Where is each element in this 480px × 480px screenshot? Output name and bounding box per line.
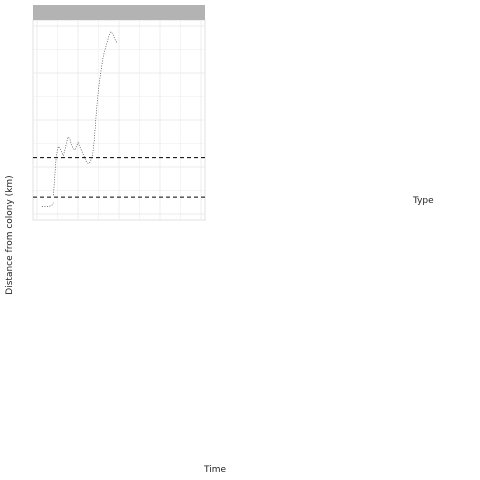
y-axis-label: Distance from colony (km): [5, 175, 15, 294]
legend: Type: [412, 196, 434, 206]
facet-panel-1: [32, 5, 206, 221]
x-axis-label: Time: [203, 465, 226, 475]
facet-strip: [33, 5, 205, 20]
track-path: [53, 31, 118, 196]
legend-title: Type: [412, 196, 434, 206]
panels-layer: [32, 5, 206, 221]
